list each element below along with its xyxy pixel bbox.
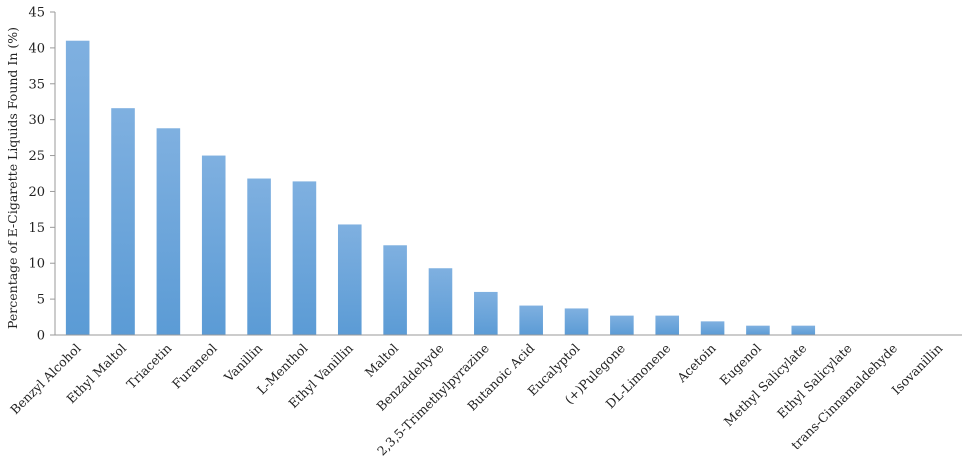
x-category-label: Eugenol bbox=[717, 341, 764, 388]
y-axis-title: Percentage of E-Cigarette Liquids Found … bbox=[5, 27, 20, 329]
y-tick-label: 10 bbox=[28, 257, 45, 272]
bar bbox=[337, 224, 362, 335]
bar bbox=[700, 321, 725, 335]
bar bbox=[247, 178, 271, 335]
bar bbox=[655, 315, 680, 335]
bar bbox=[746, 325, 770, 335]
bar bbox=[111, 108, 135, 335]
y-tick-label: 40 bbox=[28, 41, 45, 56]
bar bbox=[292, 181, 317, 335]
y-tick-label: 0 bbox=[37, 329, 45, 344]
y-tick-label: 25 bbox=[28, 149, 45, 164]
bar bbox=[383, 245, 407, 335]
y-tick-label: 35 bbox=[28, 77, 45, 92]
x-category-label: Furaneol bbox=[169, 341, 220, 392]
bar bbox=[201, 155, 226, 335]
y-tick-label: 45 bbox=[28, 6, 45, 21]
bar bbox=[428, 268, 453, 335]
y-tick-label: 15 bbox=[28, 221, 45, 236]
y-tick-label: 30 bbox=[28, 113, 45, 128]
bar bbox=[65, 40, 90, 335]
bar bbox=[564, 308, 589, 335]
y-tick-label: 20 bbox=[28, 185, 45, 200]
x-category-label: Acetoin bbox=[673, 341, 718, 386]
x-category-label: Triacetin bbox=[123, 341, 174, 392]
x-category-label: Vanillin bbox=[220, 341, 265, 386]
bar bbox=[519, 305, 543, 335]
bar bbox=[156, 128, 181, 335]
bar bbox=[610, 315, 634, 335]
bar bbox=[474, 291, 498, 335]
y-axis-ticks: 0 5 10 15 20 25 30 35 40 45 bbox=[28, 6, 55, 344]
x-category-label: Methyl Salicylate bbox=[721, 341, 810, 430]
bars bbox=[65, 40, 816, 335]
x-category-label: Maltol bbox=[362, 341, 401, 380]
y-tick-label: 5 bbox=[37, 293, 45, 308]
bar bbox=[791, 325, 816, 335]
